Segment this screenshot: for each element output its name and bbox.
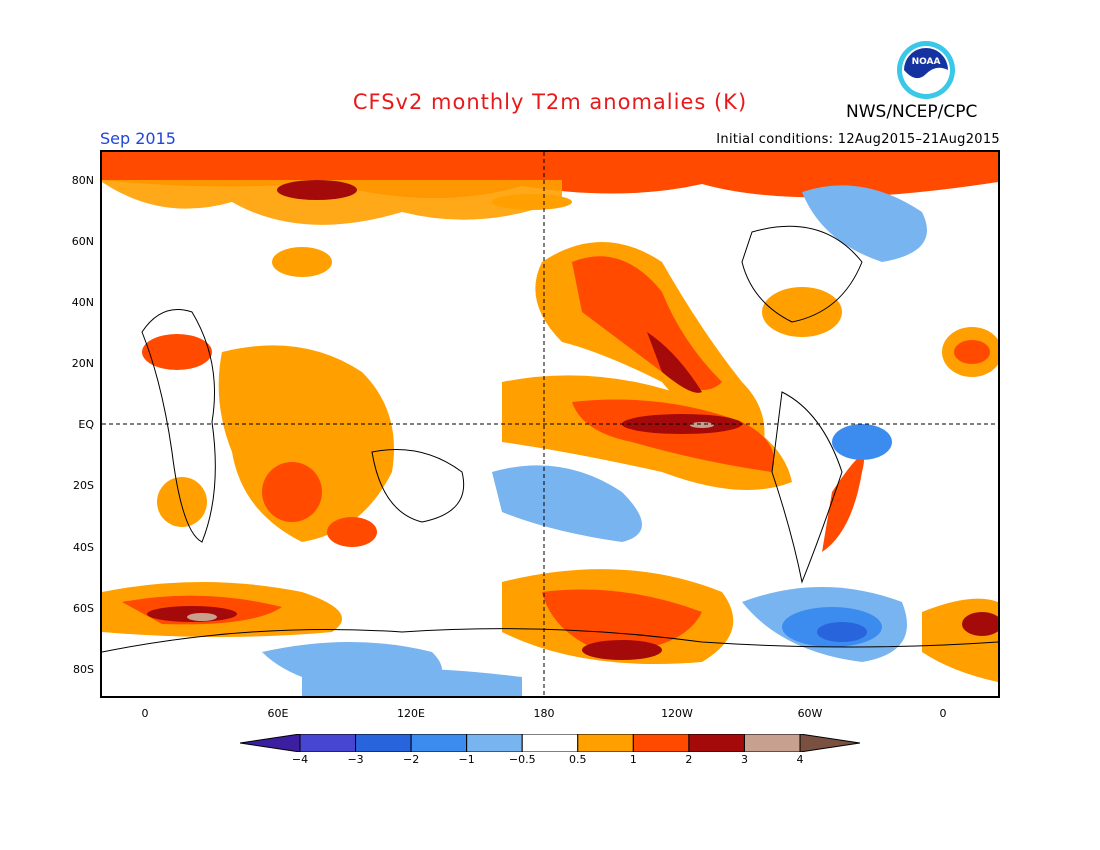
forecast-month: Sep 2015	[100, 129, 176, 148]
lat-label: 80N	[71, 174, 94, 187]
colorbar-segment	[410, 734, 468, 752]
lat-label: 40N	[71, 296, 94, 309]
colorbar-label: 0.5	[569, 753, 587, 766]
lat-label: 40S	[73, 541, 94, 554]
colorbar-label: 2	[685, 753, 693, 766]
lon-label: 180	[533, 707, 555, 720]
lon-label: 0	[141, 707, 149, 720]
anomaly-map	[100, 150, 1000, 698]
colorbar	[240, 734, 860, 752]
colorbar-segment	[521, 734, 579, 752]
colorbar-label: −0.5	[508, 753, 536, 766]
noaa-logo: NOAA	[897, 41, 955, 99]
lat-label: 80S	[73, 663, 94, 676]
lon-label: 60W	[797, 707, 823, 720]
lat-label: 60N	[71, 235, 94, 248]
colorbar-segment	[743, 734, 801, 752]
colorbar-segment	[577, 734, 634, 752]
colorbar-label: −3	[347, 753, 364, 766]
lon-label: 0	[939, 707, 947, 720]
lat-label: EQ	[78, 418, 94, 431]
lat-label: 20S	[73, 479, 94, 492]
colorbar-label: −2	[403, 753, 420, 766]
colorbar-label: 4	[796, 753, 804, 766]
lon-label: 120W	[661, 707, 693, 720]
initial-conditions: Initial conditions: 12Aug2015–21Aug2015	[716, 132, 1000, 147]
colorbar-segment	[466, 734, 523, 752]
lat-label: 60S	[73, 602, 94, 615]
colorbar-label: −4	[291, 753, 309, 766]
colorbar-segment	[299, 734, 357, 752]
colorbar-label: −1	[458, 753, 475, 766]
colorbar-segment	[688, 734, 745, 752]
lat-label: 20N	[71, 357, 94, 370]
lon-label: 60E	[267, 707, 289, 720]
agency-label: NWS/NCEP/CPC	[846, 102, 978, 122]
colorbar-label: 1	[629, 753, 637, 766]
colorbar-segment	[355, 734, 412, 752]
colorbar-segment	[799, 734, 860, 752]
map-title: CFSv2 monthly T2m anomalies (K)	[352, 90, 748, 114]
lon-label: 120E	[397, 707, 425, 720]
colorbar-segment	[240, 734, 301, 752]
svg-text:NOAA: NOAA	[912, 57, 941, 67]
colorbar-segment	[632, 734, 690, 752]
colorbar-label: 3	[740, 753, 748, 766]
